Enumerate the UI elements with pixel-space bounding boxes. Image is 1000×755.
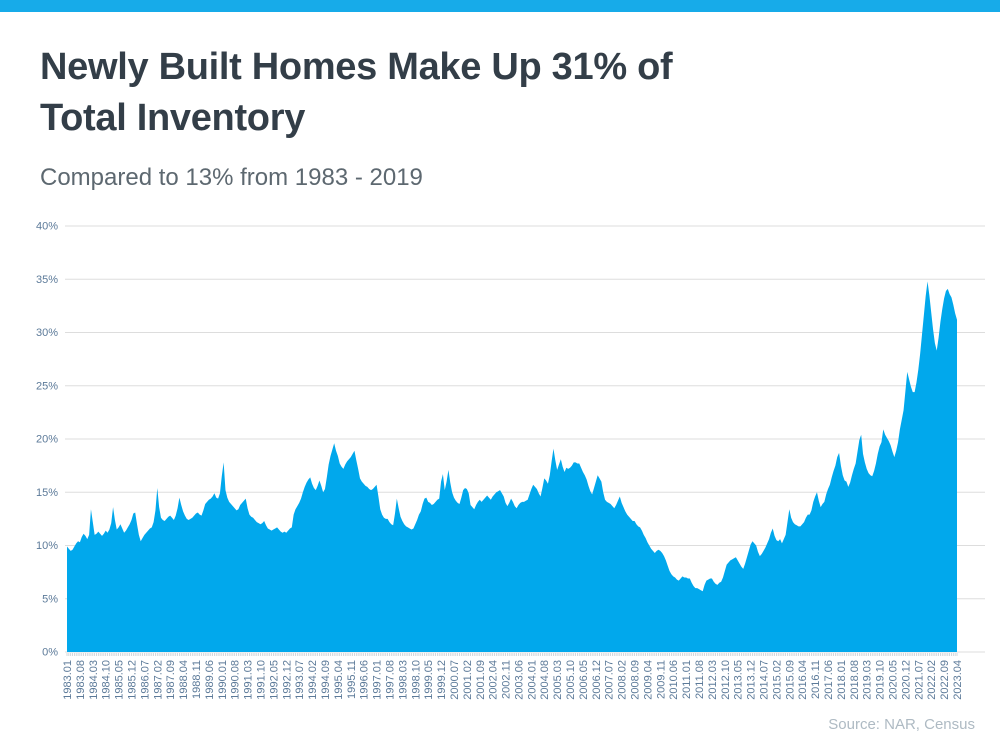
x-axis-tick-label: 1989.06 [204, 660, 216, 700]
x-axis-tick-label: 2013.05 [733, 660, 745, 700]
y-axis-tick-label: 5% [42, 593, 58, 605]
x-axis-tick-label: 1983.01 [62, 660, 74, 700]
y-axis-tick-label: 30% [36, 327, 58, 339]
x-axis-tick-label: 2003.06 [513, 660, 525, 700]
x-axis-tick-label: 1990.01 [217, 660, 229, 700]
x-axis-tick-label: 2022.02 [926, 660, 938, 700]
x-axis-tick-label: 1999.05 [423, 660, 435, 700]
chart-header: Newly Built Homes Make Up 31% of Total I… [40, 42, 673, 192]
x-axis-tick-label: 2015.09 [784, 660, 796, 700]
x-axis-tick-label: 2018.01 [836, 660, 848, 700]
x-axis-tick-label: 1983.08 [75, 660, 87, 700]
y-axis-tick-label: 35% [36, 274, 58, 286]
x-axis-tick-label: 2004.01 [526, 660, 538, 700]
x-axis-tick-label: 1994.09 [320, 660, 332, 700]
x-axis-tick-label: 1986.07 [139, 660, 151, 700]
x-axis-tick-label: 2012.10 [720, 660, 732, 700]
x-axis-tick-label: 1988.11 [191, 660, 203, 699]
x-axis-tick-label: 1999.12 [436, 660, 448, 700]
x-axis-tick-label: 2022.09 [939, 660, 951, 700]
x-axis-tick-label: 1991.10 [256, 660, 268, 700]
x-axis-tick-label: 1998.03 [397, 660, 409, 700]
x-axis-tick-label: 2017.06 [823, 660, 835, 700]
area-series [67, 281, 957, 652]
x-axis-tick-label: 2016.04 [797, 660, 809, 700]
x-axis-tick-label: 1985.12 [127, 660, 139, 700]
x-axis-tick-label: 1987.09 [165, 660, 177, 700]
x-axis-tick-label: 2023.04 [952, 660, 964, 700]
x-axis-tick-label: 2005.10 [565, 660, 577, 700]
chart-subtitle: Compared to 13% from 1983 - 2019 [40, 164, 423, 191]
x-axis-tick-label: 1984.10 [101, 660, 113, 700]
y-axis-tick-label: 25% [36, 380, 58, 392]
x-axis-tick-label: 2002.11 [501, 660, 513, 699]
x-axis-tick-label: 2001.09 [475, 660, 487, 700]
page-title-line2: Total Inventory [40, 97, 306, 139]
x-axis-tick-label: 2015.02 [771, 660, 783, 700]
x-axis-tick-label: 2010.06 [668, 660, 680, 700]
y-axis-tick-label: 0% [42, 647, 58, 659]
x-axis-tick-label: 2008.02 [617, 660, 629, 700]
x-axis-tick-label: 2006.12 [591, 660, 603, 700]
x-axis-tick-label: 1988.04 [178, 660, 190, 700]
top-accent-bar [0, 0, 1000, 12]
y-axis-tick-label: 15% [36, 487, 58, 499]
x-axis-tick-label: 1996.06 [359, 660, 371, 700]
x-axis-tick-label: 2011.01 [681, 660, 693, 699]
x-axis-tick-label: 2002.04 [488, 660, 500, 700]
x-axis-tick-label: 2008.09 [630, 660, 642, 700]
x-axis-tick-label: 1997.08 [385, 660, 397, 700]
x-axis-tick-label: 2019.03 [862, 660, 874, 700]
x-axis-tick-label: 1997.01 [372, 660, 384, 700]
x-axis-tick-label: 1998.10 [410, 660, 422, 700]
x-axis-tick-label: 2005.03 [552, 660, 564, 700]
x-axis-tick-label: 1990.08 [230, 660, 242, 700]
y-axis-tick-label: 20% [36, 434, 58, 446]
page-title: Newly Built Homes Make Up 31% of Total I… [40, 42, 673, 144]
x-axis-tick-label: 2000.07 [449, 660, 461, 700]
x-axis-tick-label: 1985.05 [114, 660, 126, 700]
x-axis-tick-label: 1995.11 [346, 660, 358, 699]
x-axis-tick-label: 2020.05 [888, 660, 900, 700]
x-axis-tick-label: 2004.08 [539, 660, 551, 700]
x-axis-tick-label: 1994.02 [307, 660, 319, 700]
x-axis-tick-label: 1993.07 [294, 660, 306, 700]
x-axis-tick-label: 2021.07 [913, 660, 925, 700]
x-axis-minor-ticks [66, 653, 958, 656]
x-axis-tick-label: 2018.08 [849, 660, 861, 700]
y-axis-tick-label: 10% [36, 540, 58, 552]
x-axis-tick-label: 2012.03 [707, 660, 719, 700]
x-axis-tick-label: 2019.10 [875, 660, 887, 700]
x-axis-tick-label: 2014.07 [759, 660, 771, 700]
page-title-line1: Newly Built Homes Make Up 31% of [40, 46, 673, 88]
x-axis-tick-label: 1992.12 [281, 660, 293, 700]
x-axis-tick-label: 1995.04 [333, 660, 345, 700]
source-note: Source: NAR, Census [828, 716, 975, 733]
x-axis-tick-label: 2007.07 [604, 660, 616, 700]
x-axis-tick-label: 2009.11 [655, 660, 667, 699]
x-axis-tick-label: 2009.04 [642, 660, 654, 700]
x-axis-tick-label: 1984.03 [88, 660, 100, 700]
x-axis-tick-label: 2001.02 [462, 660, 474, 700]
x-axis-tick-label: 2013.12 [746, 660, 758, 700]
x-axis-tick-label: 2006.05 [578, 660, 590, 700]
y-axis-tick-label: 40% [36, 221, 58, 233]
x-axis-tick-label: 2020.12 [900, 660, 912, 700]
x-axis-tick-label: 1987.02 [152, 660, 164, 700]
x-axis-tick-label: 1991.03 [243, 660, 255, 700]
x-axis-tick-label: 1992.05 [268, 660, 280, 700]
x-axis-tick-label: 2016.11 [810, 660, 822, 699]
x-axis-tick-label: 2011.08 [694, 660, 706, 699]
